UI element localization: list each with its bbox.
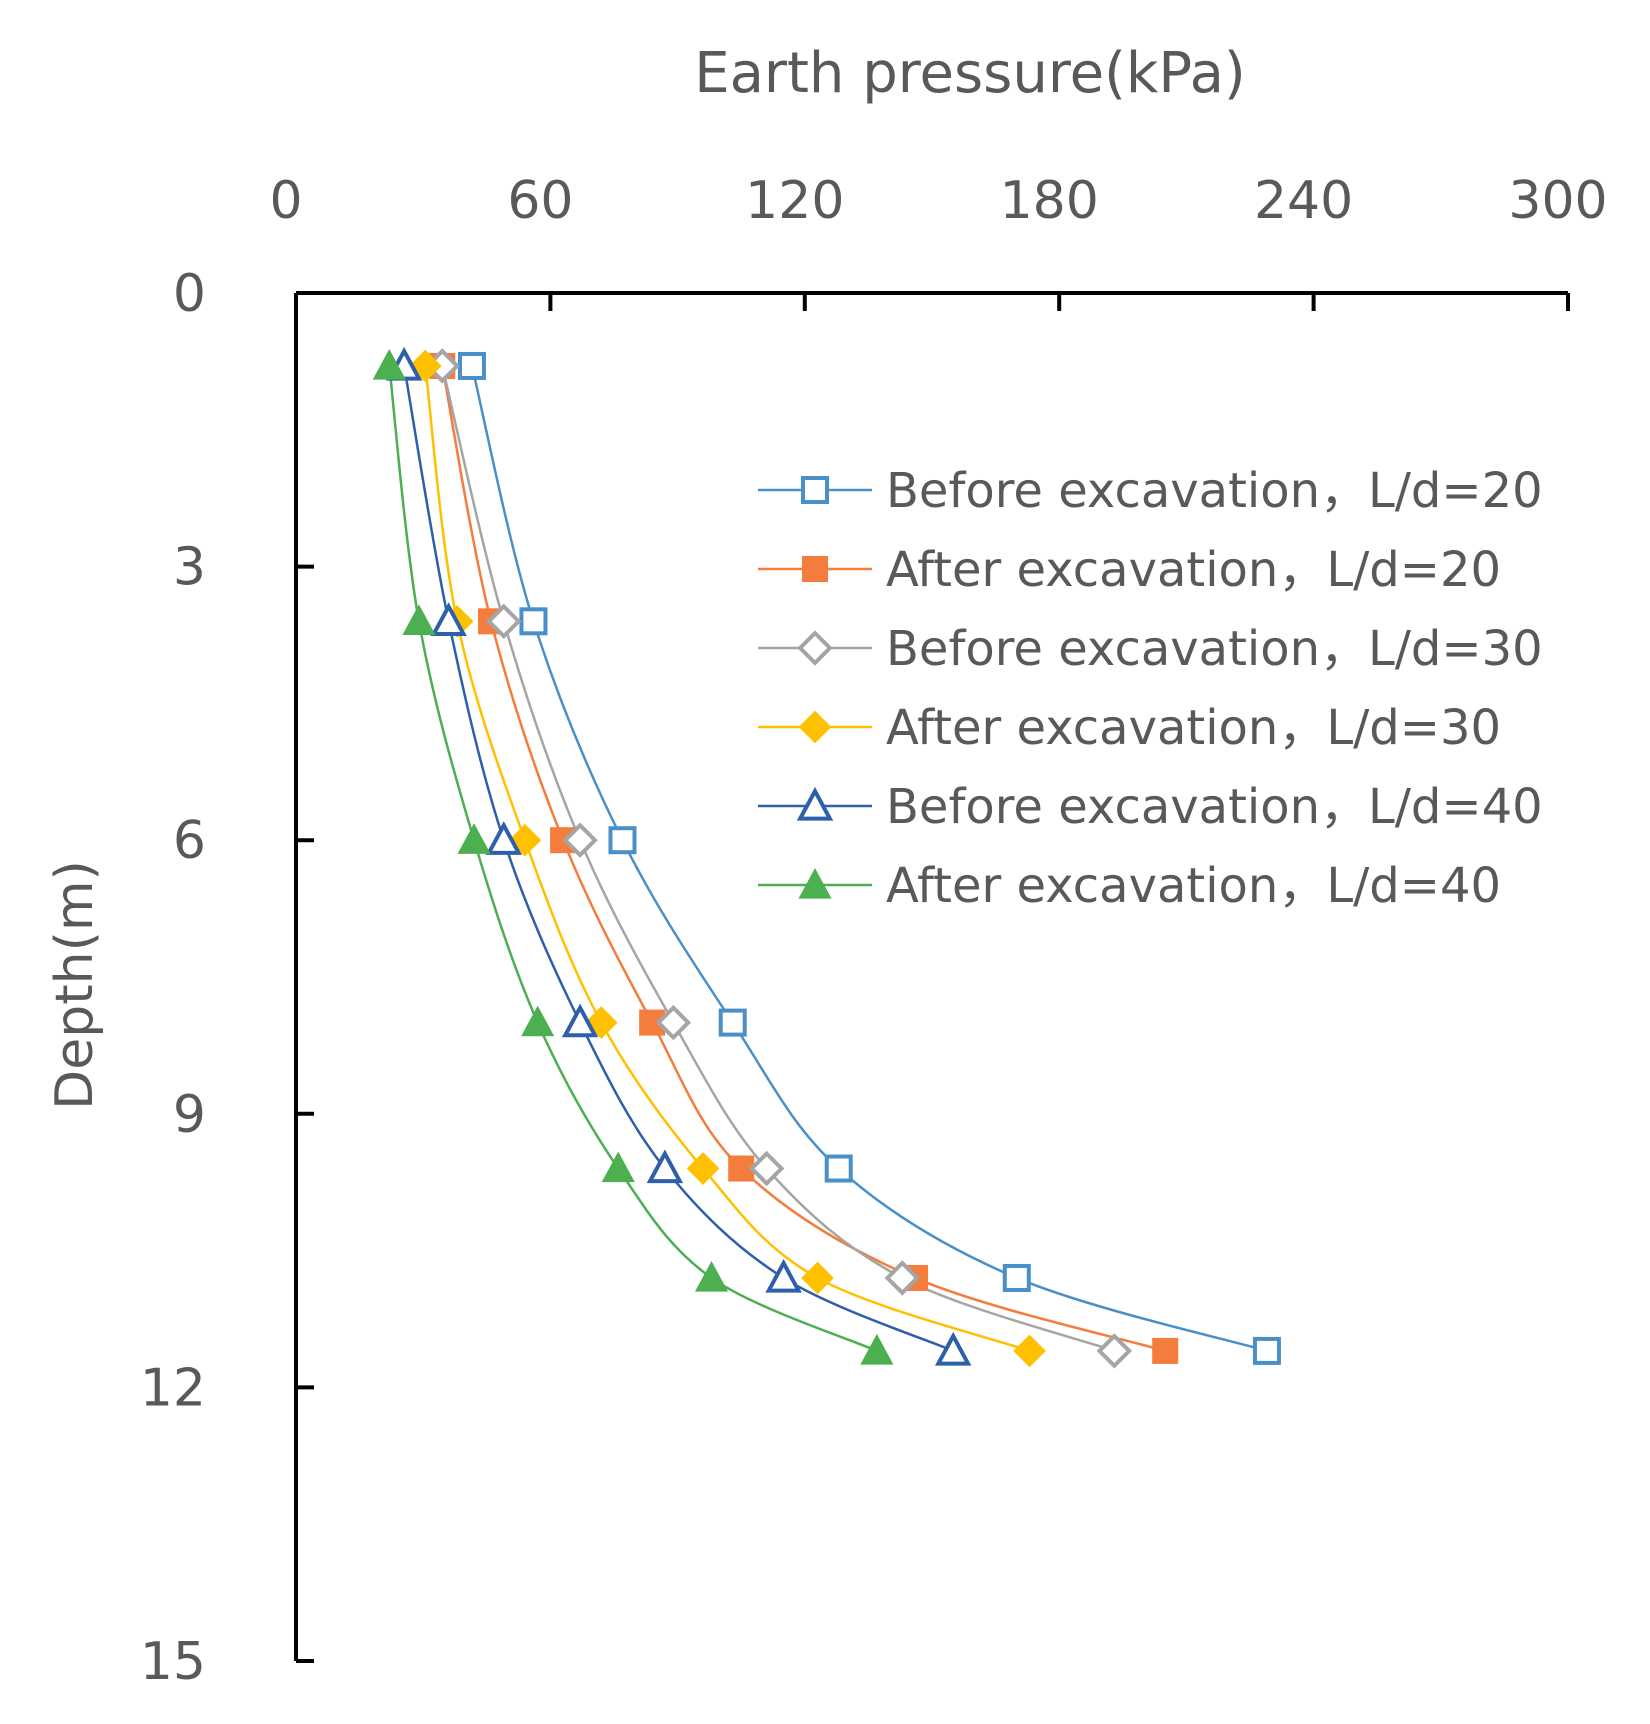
data-point-series-6 (860, 1333, 894, 1365)
data-point-series-5 (934, 1331, 972, 1366)
data-point-series-4 (686, 1152, 720, 1185)
legend-label: Before excavation，L/d=30 (886, 621, 1543, 677)
data-point-series-1 (608, 826, 637, 855)
y-tick-label: 12 (140, 1358, 206, 1418)
x-tick-label: 240 (1254, 171, 1353, 231)
x-tick-label: 300 (1508, 171, 1607, 231)
x-tick-labels: 0 60 120 180 240 300 (269, 171, 1607, 231)
legend-item: After excavation，L/d=40 (758, 858, 1501, 914)
data-point-series-1 (519, 607, 548, 636)
legend-marker (801, 476, 829, 504)
data-point-series-5 (561, 1003, 599, 1038)
data-point-series-1 (1002, 1263, 1031, 1292)
y-tick-labels: 0 3 6 9 12 15 (140, 264, 206, 1692)
legend-item: Before excavation，L/d=30 (758, 621, 1543, 677)
legend-item: After excavation，L/d=30 (758, 700, 1501, 756)
data-point-series-5 (430, 602, 467, 636)
legend-marker (797, 630, 833, 666)
legend-item: Before excavation，L/d=20 (758, 463, 1543, 519)
x-tick-label: 180 (1000, 171, 1099, 231)
data-point-series-2 (1152, 1337, 1179, 1364)
legend-label: After excavation，L/d=30 (886, 700, 1501, 756)
data-point-series-3 (655, 1004, 692, 1041)
data-point-series-4 (584, 1006, 618, 1039)
legend-item: After excavation，L/d=20 (758, 542, 1501, 598)
data-point-series-6 (457, 823, 491, 854)
y-axis-label: Depth(m) (45, 860, 105, 1110)
legend-label: Before excavation，L/d=20 (886, 463, 1543, 519)
data-point-series-1 (824, 1154, 853, 1183)
series-markers (372, 346, 1281, 1369)
legend-marker (798, 710, 832, 744)
series-line-5 (402, 365, 954, 1353)
data-point-series-3 (1096, 1333, 1133, 1369)
legend-marker (796, 786, 834, 821)
legend-item: Before excavation，L/d=40 (758, 779, 1543, 835)
data-point-series-6 (402, 604, 436, 635)
legend-label: Before excavation，L/d=40 (886, 779, 1543, 835)
data-point-series-6 (521, 1005, 555, 1037)
data-point-series-1 (1252, 1336, 1281, 1365)
legend-marker (802, 556, 828, 582)
y-tick-label: 6 (173, 811, 206, 871)
y-tick-label: 3 (173, 538, 206, 598)
legend-label: After excavation，L/d=40 (886, 858, 1501, 914)
y-tick-label: 15 (140, 1632, 206, 1692)
y-tick-label: 9 (173, 1085, 206, 1145)
x-tick-label: 0 (269, 171, 302, 231)
data-point-series-1 (457, 351, 486, 380)
data-point-series-1 (718, 1008, 747, 1037)
data-point-series-5 (765, 1258, 802, 1293)
y-tick-label: 0 (173, 264, 206, 324)
data-point-series-4 (801, 1261, 834, 1295)
legend: Before excavation，L/d=20 After excavation… (758, 463, 1543, 914)
chart-title: Earth pressure(kPa) (694, 41, 1246, 106)
data-point-series-3 (486, 603, 522, 640)
data-point-series-3 (884, 1260, 921, 1296)
data-point-series-4 (1013, 1334, 1046, 1368)
data-point-series-3 (562, 822, 598, 858)
data-point-series-5 (646, 1149, 684, 1184)
data-point-series-6 (601, 1151, 635, 1183)
data-point-series-5 (485, 821, 522, 855)
legend-label: After excavation，L/d=20 (886, 542, 1501, 598)
data-point-series-6 (694, 1260, 729, 1292)
data-point-series-3 (748, 1150, 785, 1187)
axes (294, 291, 1570, 1663)
x-tick-label: 120 (745, 171, 844, 231)
data-point-series-6 (372, 348, 406, 380)
legend-marker (798, 868, 832, 899)
x-tick-label: 60 (507, 171, 573, 231)
